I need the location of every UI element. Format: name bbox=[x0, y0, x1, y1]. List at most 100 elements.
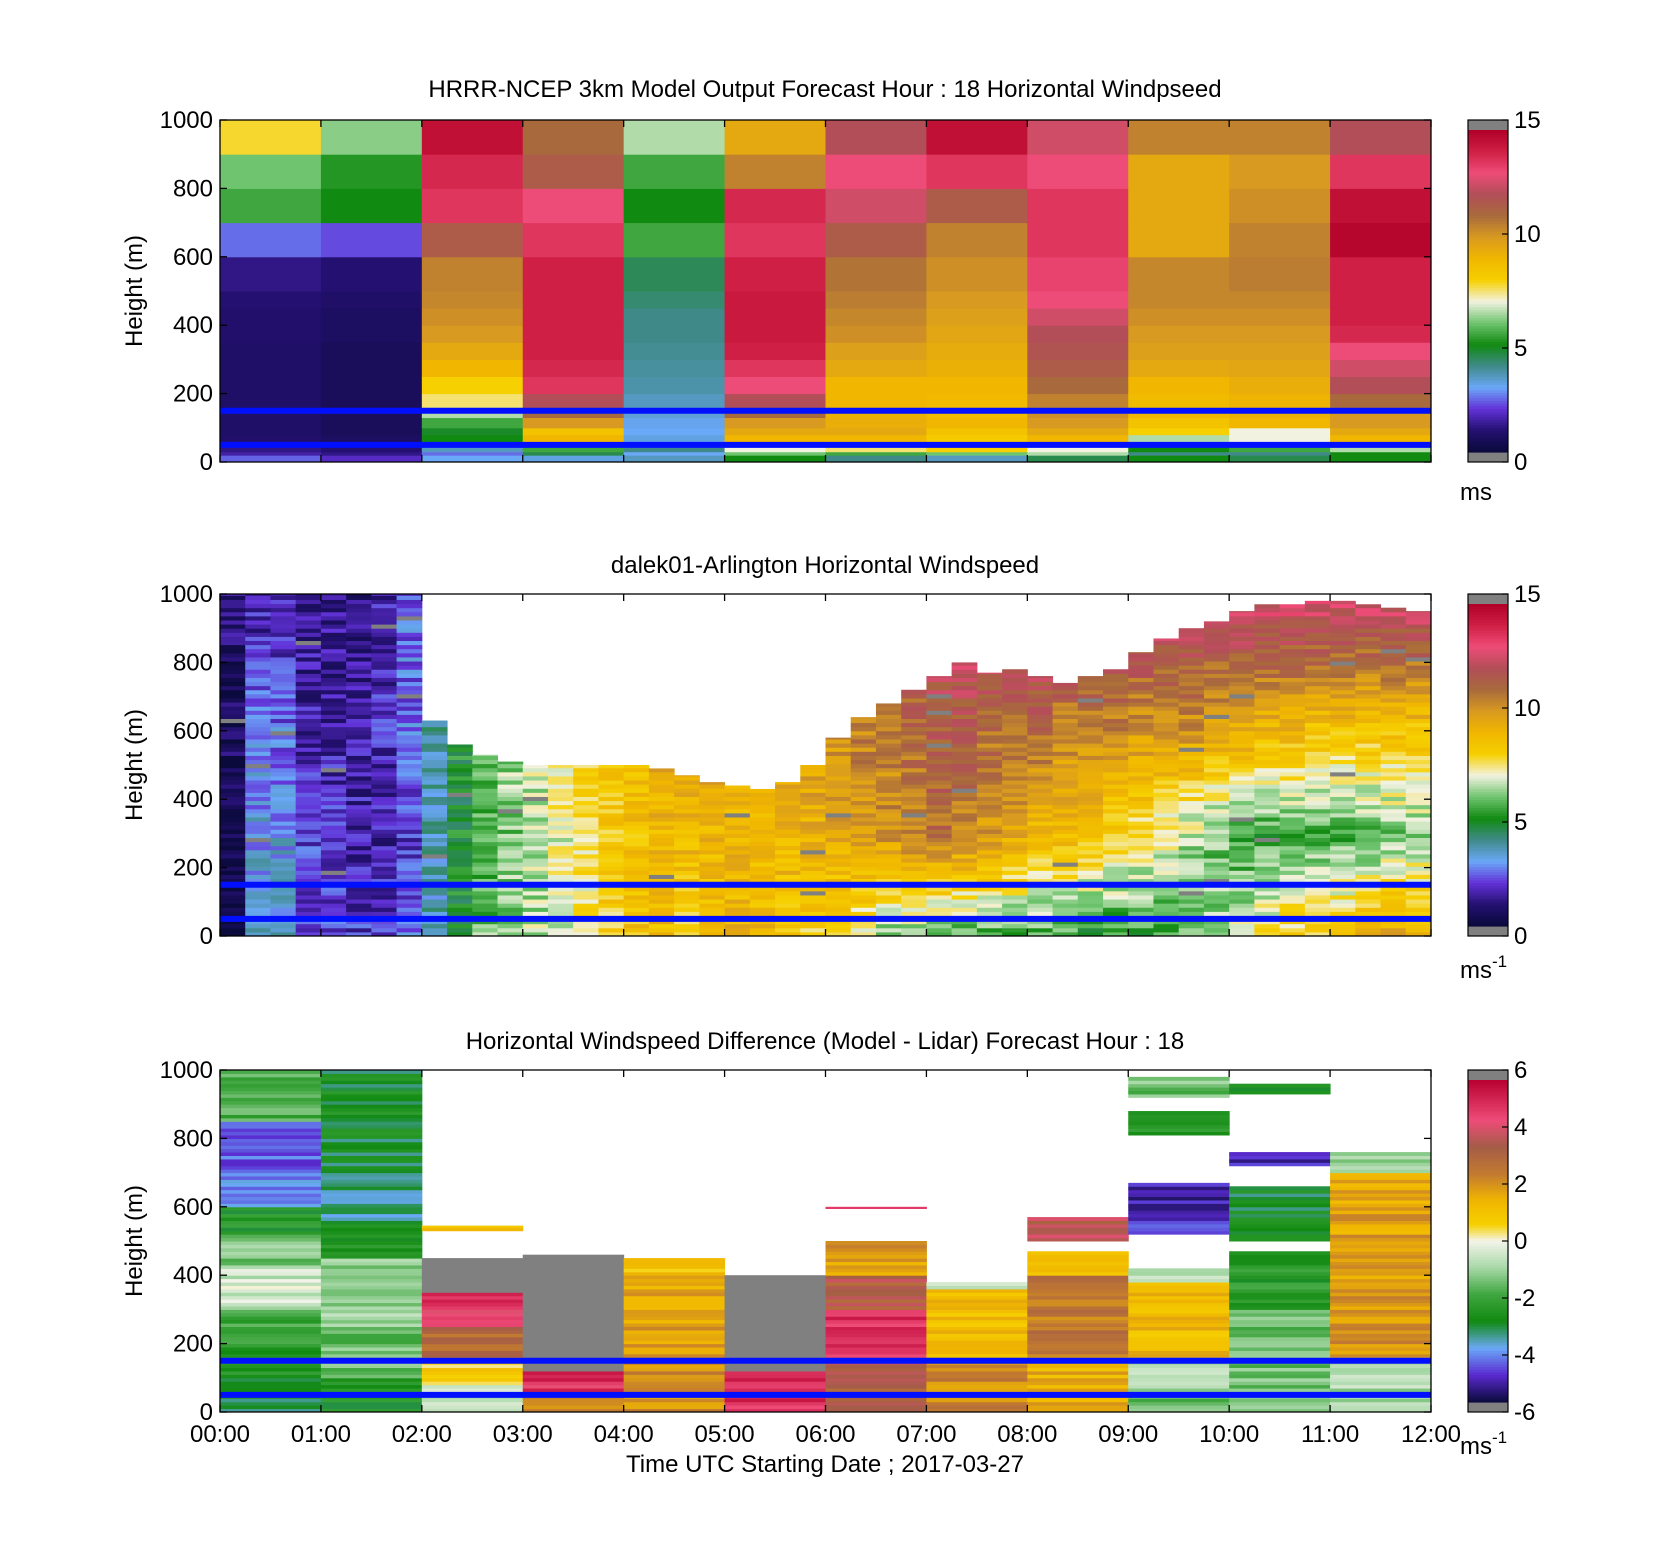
heatmap-cell bbox=[850, 825, 877, 830]
heatmap-cell bbox=[1355, 784, 1382, 789]
heatmap-cell bbox=[220, 759, 246, 765]
heatmap-cell bbox=[371, 607, 398, 613]
heatmap-cell bbox=[648, 788, 675, 793]
heatmap-cell bbox=[674, 911, 700, 916]
colorbar-swatch bbox=[1468, 154, 1508, 158]
colorbar-swatch bbox=[1468, 885, 1508, 890]
heatmap-cell bbox=[346, 739, 372, 744]
colorbar-swatch bbox=[1468, 384, 1508, 389]
heatmap-cell bbox=[346, 808, 372, 814]
heatmap-cell bbox=[1405, 734, 1431, 740]
heatmap-cell bbox=[320, 751, 347, 756]
heatmap-cell bbox=[220, 718, 246, 724]
heatmap-cell bbox=[346, 755, 372, 761]
heatmap-cell bbox=[648, 894, 675, 900]
heatmap-cell bbox=[447, 833, 473, 839]
colorbar-swatch bbox=[1468, 748, 1508, 753]
heatmap-cell bbox=[749, 866, 776, 871]
heatmap-cell bbox=[320, 853, 347, 859]
heatmap-cell bbox=[1077, 755, 1104, 761]
heatmap-cell bbox=[270, 603, 297, 609]
heatmap-cell bbox=[1027, 702, 1054, 707]
heatmap-cell bbox=[1027, 1223, 1129, 1228]
heatmap-cell bbox=[371, 866, 398, 871]
heatmap-cell bbox=[724, 451, 826, 456]
heatmap-cell bbox=[295, 665, 322, 670]
heatmap-cell bbox=[421, 1292, 524, 1297]
heatmap-cell bbox=[1128, 812, 1154, 818]
heatmap-cell bbox=[220, 734, 246, 740]
heatmap-cell bbox=[825, 866, 852, 871]
heatmap-cell bbox=[295, 751, 322, 756]
heatmap-cell bbox=[320, 1275, 423, 1280]
colorbar-swatch bbox=[1468, 1190, 1508, 1194]
heatmap-cell bbox=[472, 767, 499, 773]
heatmap-cell bbox=[1330, 866, 1356, 871]
heatmap-cell bbox=[1229, 775, 1255, 781]
heatmap-cell bbox=[850, 734, 877, 740]
heatmap-cell bbox=[1178, 931, 1205, 936]
heatmap-cell bbox=[220, 1384, 322, 1389]
heatmap-cell bbox=[320, 120, 423, 155]
heatmap-cell bbox=[951, 899, 978, 904]
heatmap-cell bbox=[976, 911, 1003, 916]
heatmap-cell bbox=[1203, 747, 1230, 752]
heatmap-cell bbox=[320, 308, 423, 326]
heatmap-cell bbox=[775, 899, 801, 904]
colorbar-tick-label: -2 bbox=[1514, 1285, 1535, 1312]
heatmap-cell bbox=[648, 870, 675, 875]
heatmap-cell bbox=[825, 796, 852, 802]
colorbar-swatch bbox=[1468, 1122, 1508, 1127]
heatmap-cell bbox=[396, 866, 423, 871]
panel-lidar-xaxis-ticks bbox=[219, 594, 1432, 936]
heatmap-cell bbox=[1103, 837, 1129, 843]
heatmap-cell bbox=[800, 829, 826, 834]
heatmap-cell bbox=[598, 784, 625, 789]
heatmap-cell bbox=[1153, 640, 1180, 646]
heatmap-cell bbox=[1203, 693, 1230, 699]
heatmap-cell bbox=[875, 849, 902, 855]
heatmap-cell bbox=[850, 759, 877, 765]
heatmap-cell bbox=[270, 665, 297, 670]
heatmap-cell bbox=[1052, 821, 1079, 826]
heatmap-cell bbox=[396, 603, 423, 609]
colorbar-swatch bbox=[1468, 419, 1508, 424]
colorbar-swatch bbox=[1468, 810, 1508, 814]
heatmap-cell bbox=[951, 870, 978, 875]
heatmap-cell bbox=[976, 821, 1003, 826]
heatmap-cell bbox=[1304, 640, 1331, 646]
heatmap-cell bbox=[245, 771, 271, 777]
heatmap-cell bbox=[1203, 734, 1230, 740]
heatmap-cell bbox=[1077, 903, 1104, 908]
heatmap-cell bbox=[1229, 923, 1255, 929]
heatmap-cell bbox=[1330, 669, 1356, 674]
heatmap-cell bbox=[1254, 829, 1281, 834]
heatmap-cell bbox=[1355, 685, 1382, 691]
heatmap-cell bbox=[951, 788, 978, 793]
heatmap-cell bbox=[295, 907, 322, 912]
heatmap-cell bbox=[598, 816, 625, 822]
heatmap-cell bbox=[396, 624, 423, 629]
heatmap-cell bbox=[1405, 907, 1431, 912]
heatmap-cell bbox=[396, 702, 423, 707]
heatmap-cell bbox=[245, 656, 271, 662]
heatmap-cell bbox=[220, 829, 246, 834]
heatmap-cell bbox=[1229, 1312, 1331, 1317]
colorbar-swatch bbox=[1468, 1345, 1508, 1349]
heatmap-cell bbox=[472, 862, 499, 867]
colorbar-swatch bbox=[1468, 826, 1508, 830]
heatmap-cell bbox=[699, 788, 726, 793]
heatmap-cell bbox=[346, 615, 372, 621]
heatmap-cell bbox=[1380, 931, 1407, 936]
heatmap-cell bbox=[320, 706, 347, 711]
heatmap-cell bbox=[951, 845, 978, 851]
heatmap-cell bbox=[1330, 1340, 1431, 1345]
colorbar-swatch bbox=[1468, 1369, 1508, 1374]
heatmap-cell bbox=[951, 894, 978, 900]
heatmap-cell bbox=[1128, 878, 1154, 884]
colorbar-swatch bbox=[1468, 834, 1508, 839]
xtick-label: 04:00 bbox=[594, 1421, 654, 1448]
heatmap-cell bbox=[1027, 434, 1129, 442]
heatmap-cell bbox=[1380, 796, 1407, 802]
heatmap-cell bbox=[1203, 689, 1230, 695]
